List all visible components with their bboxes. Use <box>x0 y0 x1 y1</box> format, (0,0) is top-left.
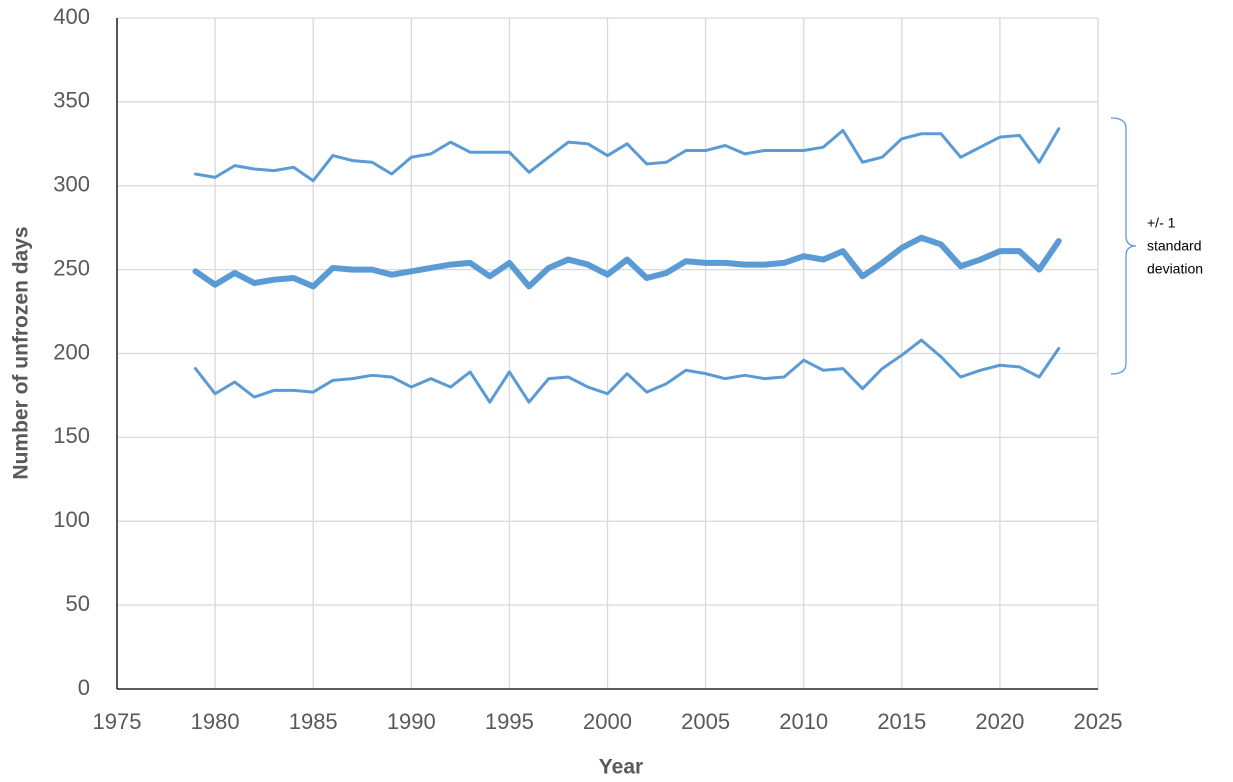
x-tick-label: 2000 <box>583 709 632 734</box>
annotation-line: standard <box>1147 238 1201 254</box>
line <box>192 234 1062 290</box>
bracket <box>1110 117 1137 375</box>
y-tick-label: 250 <box>53 255 90 280</box>
y-tick-label: 100 <box>53 507 90 532</box>
x-tick-label: 1995 <box>485 709 534 734</box>
annotation-line: deviation <box>1147 261 1203 277</box>
x-axis-title: Year <box>599 756 643 779</box>
annotation-line: +/- 1 <box>1147 215 1176 231</box>
y-tick-label: 350 <box>53 88 90 113</box>
x-tick-label: 1985 <box>289 709 338 734</box>
y-tick-label: 300 <box>53 172 90 197</box>
line <box>193 338 1061 404</box>
line <box>193 127 1061 183</box>
annotation: +/- 1 standard deviation <box>1147 215 1203 277</box>
x-tick-label: 2015 <box>877 709 926 734</box>
x-tick-label: 2020 <box>975 709 1024 734</box>
y-axis-title: Number of unfrozen days <box>10 226 33 479</box>
x-tick-label: 2025 <box>1074 709 1123 734</box>
y-tick-label: 0 <box>78 675 90 700</box>
x-tick-label: 1975 <box>93 709 142 734</box>
x-tick-label: 1980 <box>191 709 240 734</box>
y-tick-label: 50 <box>66 591 90 616</box>
x-tick-label: 1990 <box>387 709 436 734</box>
y-tick-label: 400 <box>53 4 90 29</box>
y-tick-label: 200 <box>53 339 90 364</box>
x-tick-label: 2005 <box>681 709 730 734</box>
y-tick-label: 150 <box>53 423 90 448</box>
x-tick-label: 2010 <box>779 709 828 734</box>
